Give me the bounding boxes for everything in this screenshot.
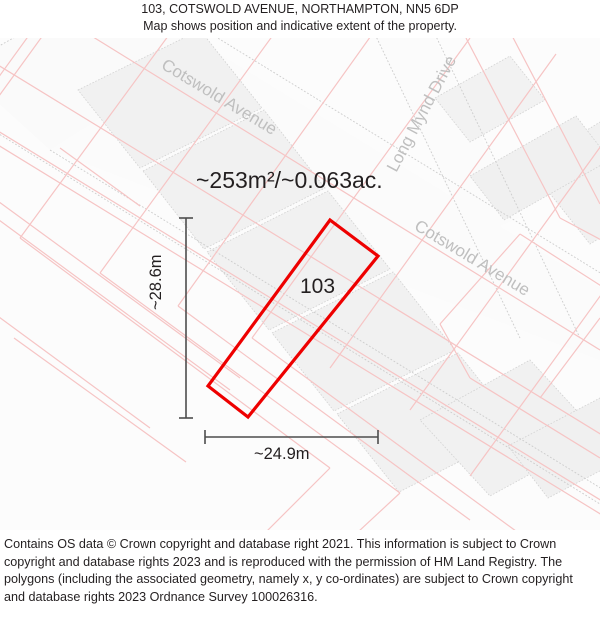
dimension-label-vertical: ~28.6m [147, 254, 165, 311]
road-outlines [0, 38, 600, 505]
page-header: 103, COTSWOLD AVENUE, NORTHAMPTON, NN5 6… [0, 0, 600, 38]
dimension-lines [179, 217, 379, 444]
parcel-boundaries [0, 38, 600, 530]
plot-number-label: 103 [300, 275, 336, 298]
map-vector-layer [0, 38, 600, 530]
dimension-label-horizontal: ~24.9m [254, 445, 310, 463]
copyright-footer: Contains OS data © Crown copyright and d… [0, 536, 600, 607]
page-title: 103, COTSWOLD AVENUE, NORTHAMPTON, NN5 6… [141, 2, 459, 16]
area-label: ~253m²/~0.063ac. [196, 167, 383, 193]
property-boundary-polygon[interactable] [205, 217, 381, 420]
map-canvas[interactable]: ~253m²/~0.063ac. 103 ~28.6m ~24.9m Cotsw… [0, 38, 600, 530]
page-subtitle: Map shows position and indicative extent… [143, 19, 457, 33]
building-blocks [77, 38, 600, 499]
